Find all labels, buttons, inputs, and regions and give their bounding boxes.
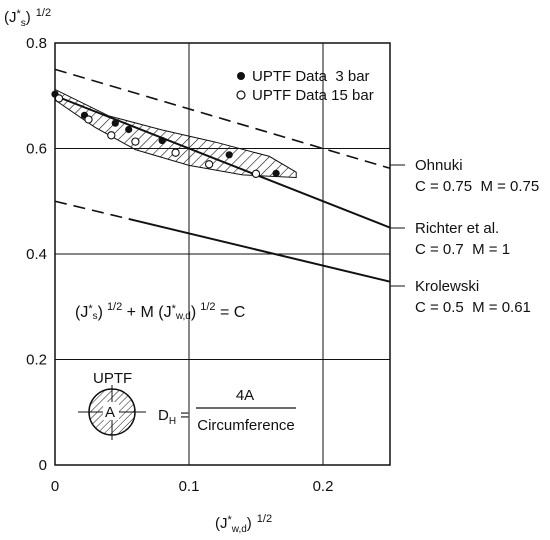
label-ohnuki-name: Ohnuki (415, 157, 463, 174)
x-axis-title-base: (J (215, 515, 228, 532)
legend-label-15bar: UPTF Data 15 bar (252, 87, 374, 104)
formula-h: H (169, 416, 176, 427)
axis-ticks: 0 0.2 0.4 0.6 0.8 0 0.1 0.2 (26, 35, 333, 495)
equation-exp1: 1/2 (107, 301, 122, 313)
series-lines (54, 68, 405, 287)
data-point-15bar (54, 94, 64, 103)
label-richter-params: C = 0.7 M = 1 (415, 241, 510, 258)
uptf-inset: UPTF A DH = 4A Circumference (78, 370, 296, 440)
inset-formula-lhs: DH = (158, 407, 193, 427)
data-point-3bar (272, 169, 280, 177)
y-axis-title-base: (J (4, 9, 17, 26)
data-point-3bar (225, 151, 233, 159)
y-axis-title-close: ) (26, 9, 31, 26)
equation-sub1: s (93, 311, 98, 322)
label-krolewski-params: C = 0.5 M = 0.61 (415, 299, 531, 316)
ohnuki-line (54, 68, 391, 170)
formula-d: D (158, 407, 169, 424)
y-axis-title: (J*s) 1/2 (4, 7, 51, 29)
inset-numerator: 4A (236, 387, 254, 404)
x-tick-label: 0.1 (179, 478, 200, 495)
y-axis-title-star: * (17, 8, 22, 20)
data-point-15bar (204, 160, 214, 169)
legend-marker-3bar (237, 72, 245, 80)
plot-area: 0 0.2 0.4 0.6 0.8 0 0.1 0.2 (26, 35, 391, 495)
data-point-3bar (158, 137, 166, 145)
hatched-data-band (54, 88, 297, 179)
x-axis-title-exp: 1/2 (257, 513, 272, 525)
x-axis-title: (J*w,d) 1/2 (215, 513, 272, 535)
y-tick-label: 0.8 (26, 35, 47, 52)
equation-star2: * (172, 303, 177, 315)
data-point-15bar (84, 115, 93, 124)
data-point-15bar (107, 131, 116, 140)
data-point-15bar (171, 148, 180, 157)
x-tick-label: 0 (51, 478, 59, 495)
inset-denominator: Circumference (197, 417, 295, 434)
legend-marker-15bar (236, 90, 246, 100)
richter-line (54, 94, 391, 229)
label-krolewski-name: Krolewski (415, 278, 479, 295)
inset-title: UPTF (93, 370, 132, 387)
krolewski-line-dashed (54, 200, 129, 220)
equation-exp2: 1/2 (200, 301, 215, 313)
x-axis-title-sub: w,d (231, 524, 247, 535)
data-points (51, 90, 280, 178)
y-tick-label: 0.4 (26, 246, 47, 263)
y-tick-label: 0.6 (26, 141, 47, 158)
equation-rhs: = C (216, 304, 246, 321)
equation-star1: * (88, 303, 93, 315)
equation-mid: + M (J (122, 304, 171, 321)
x-axis-title-close: ) (247, 515, 252, 532)
y-tick-label: 0.2 (26, 352, 47, 369)
label-ohnuki-params: C = 0.75 M = 0.75 (415, 178, 539, 195)
pipe-cross-section-icon (78, 385, 146, 440)
data-point-15bar (131, 137, 140, 146)
equation-lhs: (J (75, 304, 88, 321)
y-tick-label: 0 (39, 457, 47, 474)
equation: (J*s) 1/2 + M (J*w,d) 1/2 = C (75, 301, 245, 322)
inset-area-label: A (105, 404, 115, 421)
legend: UPTF Data 3 bar UPTF Data 15 bar (236, 68, 374, 104)
y-axis-title-exp: 1/2 (36, 7, 51, 19)
legend-label-3bar: UPTF Data 3 bar (252, 68, 370, 85)
line-labels: Ohnuki C = 0.75 M = 0.75 Richter et al. … (415, 157, 539, 316)
data-point-15bar (251, 169, 261, 178)
label-richter-name: Richter et al. (415, 220, 499, 237)
equation-sub2: w,d (175, 311, 191, 322)
y-axis-title-sub: s (21, 18, 26, 29)
krolewski-line-solid (128, 217, 391, 283)
x-axis-title-star: * (228, 514, 233, 526)
x-tick-label: 0.2 (313, 478, 334, 495)
formula-eq: = (176, 407, 193, 424)
data-point-3bar (125, 125, 133, 134)
data-point-3bar (111, 119, 119, 127)
